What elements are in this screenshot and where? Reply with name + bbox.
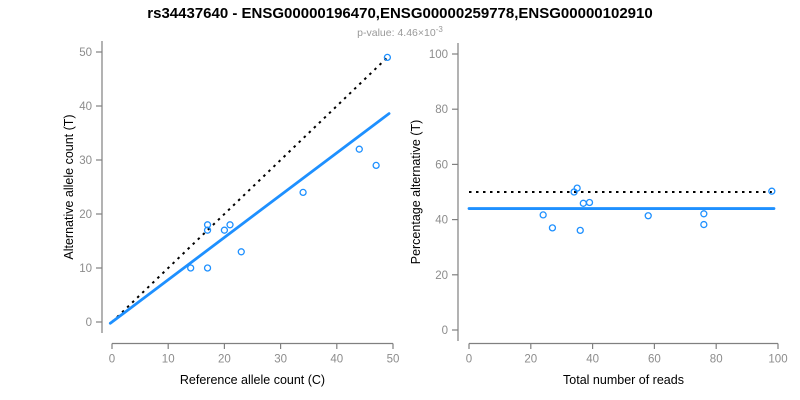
data-point xyxy=(576,226,584,235)
data-points xyxy=(539,184,776,235)
data-point xyxy=(700,220,708,229)
y-tick-label: 50 xyxy=(79,47,92,59)
data-point xyxy=(768,187,776,195)
y-tick-label: 20 xyxy=(435,270,448,282)
x-axis-title: Reference allele count (C) xyxy=(180,373,325,387)
data-point xyxy=(539,211,547,219)
x-tick-label: 80 xyxy=(710,354,723,366)
p-value-text: p-value: 4.46×10 xyxy=(357,27,436,39)
data-point xyxy=(226,221,234,229)
x-axis-title: Total number of reads xyxy=(563,373,684,387)
data-point xyxy=(220,226,229,234)
right-plot: 0 20 40 60 80 100 0 20 40 60 80 100 Total number of … xyxy=(409,43,788,387)
x-tick-label: 0 xyxy=(109,354,115,366)
data-point xyxy=(548,224,557,232)
data-point xyxy=(585,198,594,207)
data-point xyxy=(355,145,363,153)
left-plot: 0 10 20 30 40 50 0 10 20 30 40 50 Reference allele c… xyxy=(62,41,399,387)
data-point xyxy=(203,221,212,229)
data-point xyxy=(299,188,307,197)
x-axis: 0 10 20 30 40 50 xyxy=(109,342,400,366)
y-tick-label: 60 xyxy=(435,159,448,171)
y-axis-title: Percentage alternative (T) xyxy=(409,120,423,265)
y-axis: 0 10 20 30 40 50 xyxy=(79,41,103,333)
data-point xyxy=(579,199,587,207)
data-points xyxy=(187,53,392,272)
x-tick-label: 50 xyxy=(387,354,400,366)
x-axis: 0 20 40 60 80 100 xyxy=(466,342,788,366)
x-tick-label: 40 xyxy=(330,354,343,366)
x-tick-label: 30 xyxy=(274,354,287,366)
data-point xyxy=(383,53,392,62)
data-point xyxy=(237,248,245,256)
y-tick-label: 10 xyxy=(79,263,92,275)
y-tick-label: 40 xyxy=(435,215,448,227)
y-tick-label: 100 xyxy=(429,49,448,61)
identity-line xyxy=(111,56,389,323)
y-tick-label: 30 xyxy=(79,155,92,167)
chart-title: rs34437640 - ENSG00000196470,ENSG0000025… xyxy=(147,5,653,22)
x-tick-label: 40 xyxy=(586,354,599,366)
x-tick-label: 0 xyxy=(466,354,472,366)
data-point xyxy=(203,264,212,272)
y-tick-label: 0 xyxy=(442,325,448,337)
chart-subtitle: p-value: 4.46×10-3 xyxy=(0,25,800,39)
data-point xyxy=(187,264,195,272)
y-tick-label: 80 xyxy=(435,104,448,116)
x-tick-label: 20 xyxy=(218,354,231,366)
data-point xyxy=(573,184,581,192)
p-value-exponent: -3 xyxy=(435,25,443,34)
y-axis: 0 20 40 60 80 100 xyxy=(429,43,459,341)
x-tick-label: 60 xyxy=(648,354,661,366)
y-tick-label: 40 xyxy=(79,101,92,113)
x-tick-label: 10 xyxy=(162,354,175,366)
x-tick-label: 20 xyxy=(524,354,537,366)
x-tick-label: 100 xyxy=(768,354,787,366)
y-tick-label: 20 xyxy=(79,209,92,221)
fit-line xyxy=(108,112,391,325)
data-point xyxy=(372,161,380,170)
y-axis-title: Alternative allele count (T) xyxy=(62,114,76,259)
data-point xyxy=(700,210,708,218)
data-point xyxy=(644,212,652,220)
y-tick-label: 0 xyxy=(86,317,92,329)
